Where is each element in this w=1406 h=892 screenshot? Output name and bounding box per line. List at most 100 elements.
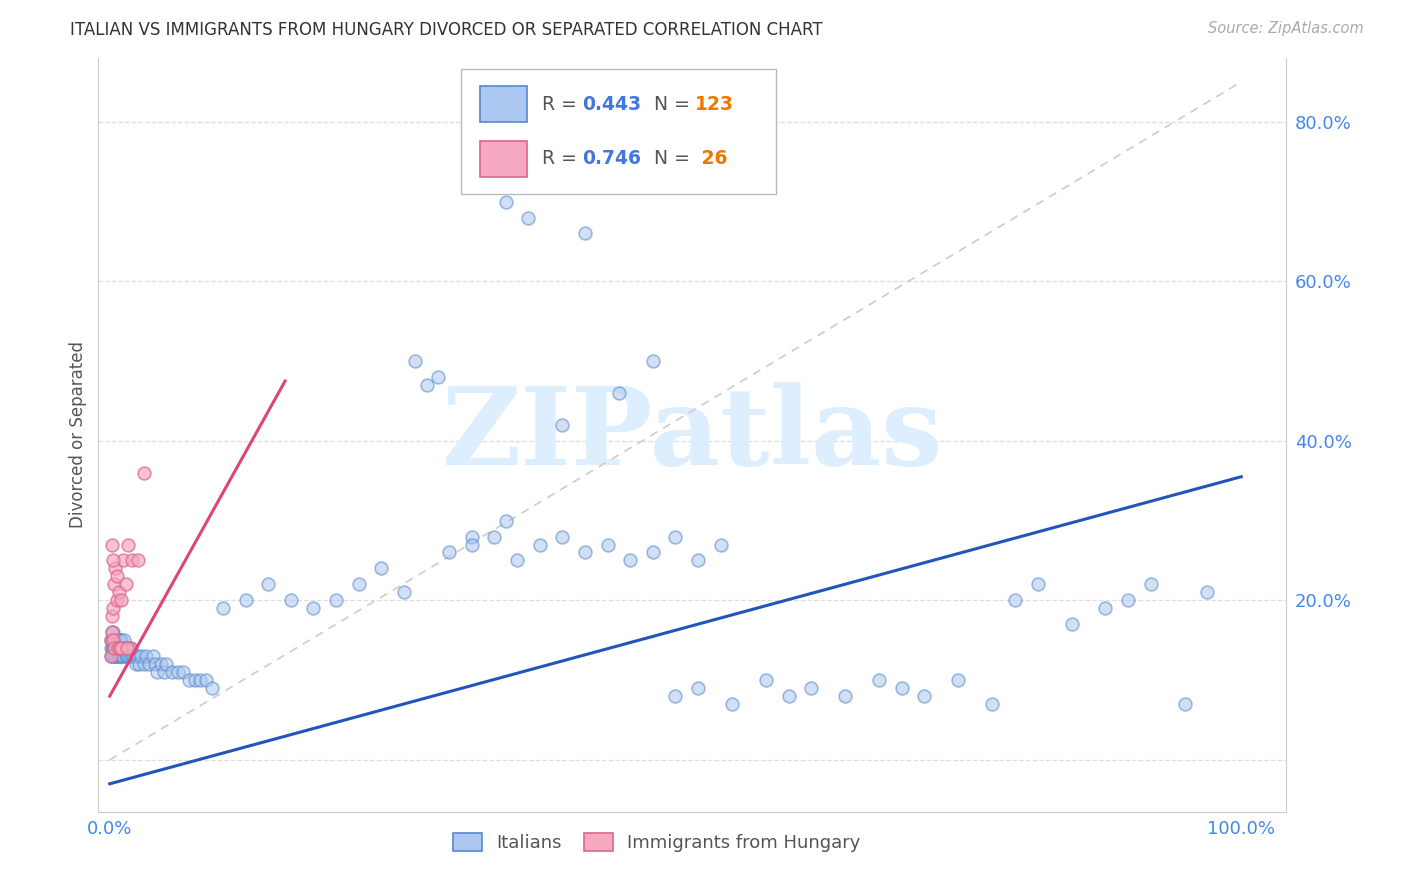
Point — [104, 649, 127, 664]
Point — [103, 633, 125, 648]
Point — [868, 673, 890, 687]
Point — [1060, 617, 1083, 632]
Point — [551, 530, 574, 544]
Point — [484, 530, 506, 544]
Point — [120, 641, 142, 656]
Point — [890, 681, 912, 695]
Point — [107, 649, 129, 664]
Point — [188, 673, 211, 687]
Point — [101, 633, 124, 648]
Point — [101, 641, 124, 656]
Point — [114, 633, 136, 648]
Point — [135, 649, 157, 664]
Text: Source: ZipAtlas.com: Source: ZipAtlas.com — [1208, 21, 1364, 36]
Point — [664, 689, 686, 703]
Point — [517, 211, 540, 225]
Point — [104, 633, 127, 648]
Point — [107, 641, 129, 656]
Point — [127, 553, 149, 567]
Point — [107, 641, 129, 656]
Point — [108, 649, 131, 664]
Point — [101, 625, 124, 640]
Point — [107, 649, 129, 664]
Point — [529, 537, 551, 551]
Point — [107, 633, 129, 648]
Point — [120, 649, 142, 664]
Point — [107, 641, 129, 656]
Point — [122, 649, 145, 664]
Point — [105, 641, 128, 656]
Point — [101, 641, 124, 656]
Point — [461, 537, 484, 551]
Point — [103, 641, 125, 656]
Point — [1174, 697, 1197, 711]
FancyBboxPatch shape — [461, 70, 776, 194]
Point — [101, 625, 124, 640]
Point — [664, 530, 686, 544]
Point — [1197, 585, 1219, 599]
Point — [118, 641, 141, 656]
Point — [710, 537, 733, 551]
Point — [100, 641, 122, 656]
Point — [160, 665, 183, 680]
Point — [107, 585, 129, 599]
Point — [619, 553, 641, 567]
Point — [574, 545, 596, 559]
Point — [1116, 593, 1139, 607]
Point — [172, 665, 194, 680]
Point — [1139, 577, 1161, 591]
Point — [426, 370, 449, 384]
Point — [370, 561, 392, 575]
Point — [125, 657, 148, 672]
Point — [325, 593, 347, 607]
Point — [110, 633, 132, 648]
Point — [101, 649, 124, 664]
Point — [112, 641, 135, 656]
Point — [105, 649, 128, 664]
Point — [101, 537, 124, 551]
Point — [194, 673, 217, 687]
Point — [149, 657, 172, 672]
Point — [1004, 593, 1026, 607]
Point — [105, 633, 128, 648]
Point — [461, 530, 484, 544]
Point — [103, 641, 125, 656]
Bar — [479, 141, 527, 177]
Point — [110, 649, 132, 664]
Point — [235, 593, 257, 607]
Point — [114, 577, 136, 591]
Point — [101, 553, 124, 567]
Point — [108, 641, 131, 656]
Point — [132, 466, 155, 480]
Point — [132, 657, 155, 672]
Point — [688, 681, 710, 695]
Point — [121, 649, 143, 664]
Point — [404, 354, 426, 368]
Legend: Italians, Immigrants from Hungary: Italians, Immigrants from Hungary — [446, 826, 868, 859]
Point — [142, 649, 165, 664]
Point — [437, 545, 460, 559]
Point — [120, 641, 142, 656]
Point — [107, 633, 129, 648]
Point — [101, 633, 124, 648]
Point — [183, 673, 205, 687]
Point — [114, 641, 136, 656]
Point — [280, 593, 302, 607]
Point — [495, 514, 517, 528]
Text: 0.746: 0.746 — [582, 149, 641, 169]
Point — [131, 649, 153, 664]
Point — [114, 649, 136, 664]
Point — [127, 649, 149, 664]
Point — [101, 609, 124, 624]
Point — [100, 633, 122, 648]
Point — [155, 657, 177, 672]
Point — [101, 625, 124, 640]
Point — [392, 585, 415, 599]
Point — [121, 553, 143, 567]
Point — [110, 641, 132, 656]
Point — [100, 649, 122, 664]
Point — [138, 657, 160, 672]
Point — [117, 649, 139, 664]
Point — [103, 649, 125, 664]
Point — [107, 641, 129, 656]
